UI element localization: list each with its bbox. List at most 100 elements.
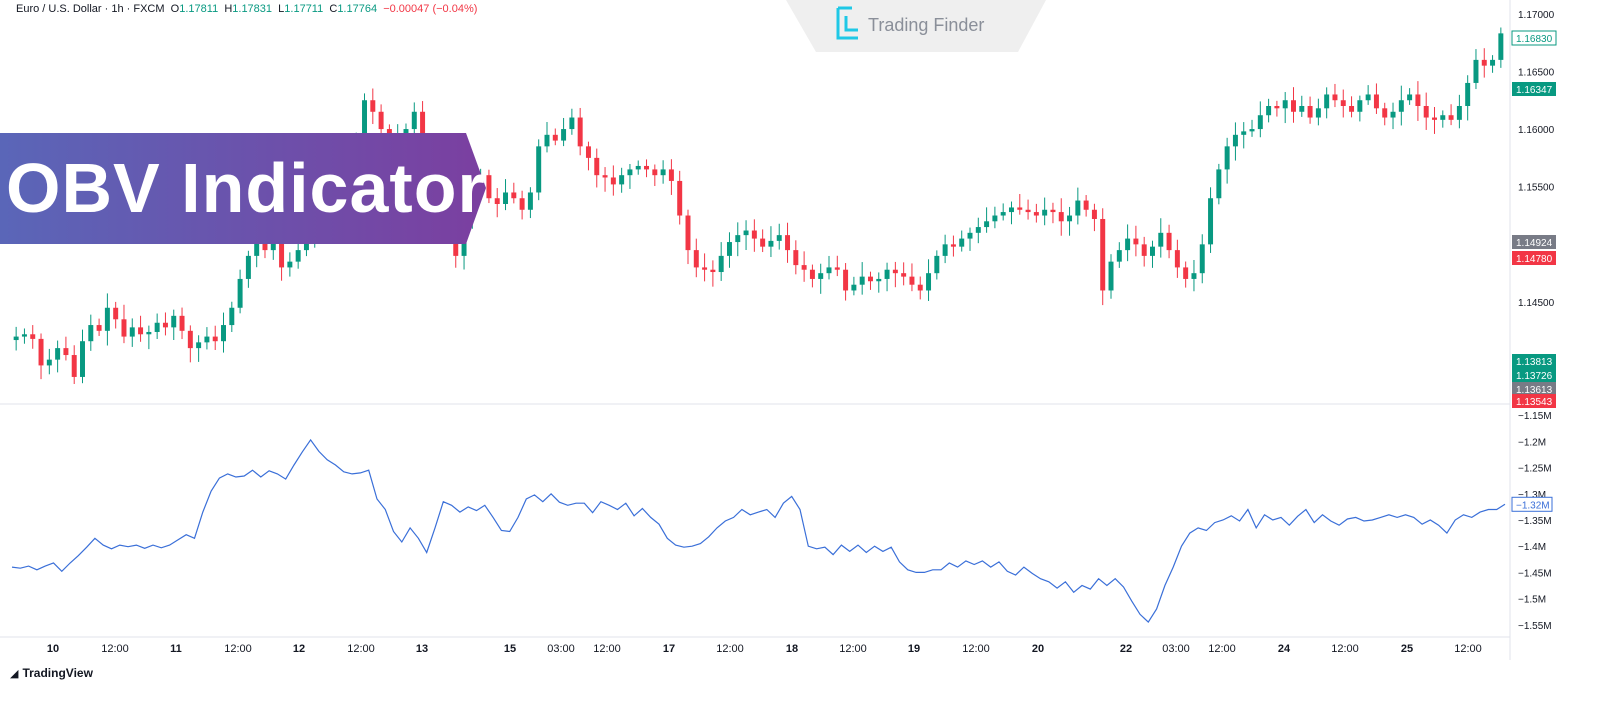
candle-body: [1191, 273, 1197, 279]
candle-body: [295, 250, 301, 262]
tradingview-footer[interactable]: ◢ TradingView: [10, 666, 93, 680]
candle-body: [1108, 261, 1114, 291]
candle-body: [1042, 209, 1048, 216]
candle-body: [1490, 59, 1496, 66]
candle-body: [1274, 106, 1280, 109]
candle-body: [196, 342, 202, 349]
candle-body: [1174, 250, 1180, 268]
candle-body: [1423, 106, 1429, 118]
candle-body: [154, 322, 160, 332]
candle-body: [1025, 209, 1031, 213]
candle-body: [370, 100, 376, 112]
time-tick-label: 12:00: [1331, 643, 1359, 655]
candle-body: [702, 267, 708, 270]
price-label-tag: 1.13543: [1512, 394, 1556, 408]
obv-current-box: [1511, 496, 1553, 512]
candle-body: [1365, 94, 1371, 101]
candle-body: [1008, 207, 1014, 213]
candle-body: [1208, 198, 1214, 245]
candle-body: [1067, 215, 1073, 222]
price-label-box: [1512, 382, 1556, 396]
candle-body: [162, 322, 168, 328]
candle-body: [834, 267, 840, 270]
chart-header: Euro / U.S. Dollar · 1h · FXCM O1.17811 …: [16, 3, 477, 15]
candle-body: [917, 284, 923, 291]
candle-body: [13, 336, 19, 341]
candle-body: [644, 165, 650, 170]
time-tick-label: 12:00: [1454, 643, 1482, 655]
candle-body: [677, 180, 683, 216]
candle-body: [1083, 200, 1089, 210]
obv-tick-label: −1.4M: [1518, 542, 1546, 553]
candle-body: [685, 215, 691, 251]
candle-body: [826, 267, 832, 274]
candle-body: [859, 276, 865, 285]
obv-current-label: −1.32M: [1516, 500, 1550, 511]
candle-body: [743, 230, 749, 236]
candle-body: [602, 175, 608, 178]
obv-tick-label: −1.3M: [1518, 490, 1546, 501]
obv-layer: [11, 438, 1506, 624]
candle-body: [362, 100, 368, 141]
candle-body: [1282, 100, 1288, 109]
candle-body: [1373, 94, 1379, 109]
price-label-box: [1512, 394, 1556, 408]
obv-tick-label: −1.35M: [1518, 516, 1552, 527]
candle-body: [652, 169, 658, 176]
candle-body: [809, 269, 815, 279]
time-tick-label: 12:00: [347, 643, 375, 655]
price-label-box: [1512, 368, 1556, 382]
obv-line: [11, 438, 1506, 624]
candle-body: [270, 238, 276, 251]
candle-body: [975, 227, 981, 233]
candle-body: [1224, 146, 1230, 170]
time-tick-label: 12:00: [1208, 643, 1236, 655]
candle-body: [710, 269, 716, 273]
time-tick-label: 20: [1032, 643, 1044, 655]
candle-body: [967, 232, 973, 239]
price-label-box: [1511, 30, 1557, 46]
price-label-tag: 1.14780: [1512, 251, 1556, 265]
candle-body: [884, 269, 890, 279]
candle-body: [279, 238, 285, 268]
price-label-tag: 1.16830: [1511, 30, 1557, 46]
price-label-tag: 1.16347: [1512, 82, 1556, 96]
candle-body: [660, 169, 666, 176]
time-tick-label: 10: [47, 643, 59, 655]
candle-body: [1033, 212, 1039, 216]
time-tick-label: 22: [1120, 643, 1132, 655]
candle-body: [1166, 232, 1172, 251]
candle-body: [751, 230, 757, 239]
obv-tick-label: −1.25M: [1518, 464, 1552, 475]
trading-finder-logo-icon: [836, 6, 858, 40]
candle-body: [1315, 108, 1321, 118]
time-tick-label: 12:00: [101, 643, 129, 655]
candle-body: [544, 134, 550, 147]
candle-body: [1390, 111, 1396, 118]
obv-tick-label: −1.45M: [1518, 568, 1552, 579]
candle-body: [1149, 246, 1155, 256]
time-tick-label: 03:00: [547, 643, 575, 655]
candle-body: [610, 177, 616, 185]
candle-body: [1100, 218, 1106, 291]
candle-body: [1232, 134, 1238, 147]
tradingview-logo-icon: ◢: [10, 668, 19, 680]
price-label-text: 1.14924: [1516, 238, 1553, 249]
candle-body: [46, 359, 52, 366]
candle-body: [851, 284, 857, 291]
close-label: C: [329, 3, 338, 15]
candle-body: [818, 273, 824, 279]
obv-tick-label: −1.55M: [1518, 621, 1552, 632]
candle-body: [536, 146, 542, 193]
candle-body: [585, 146, 591, 158]
candle-body: [80, 341, 85, 377]
time-tick-label: 13: [416, 643, 428, 655]
candle-body: [21, 334, 27, 337]
candle-body: [867, 276, 873, 282]
obv-tick-label: −1.2M: [1518, 437, 1546, 448]
open-label: O: [170, 3, 180, 15]
candle-body: [1473, 59, 1479, 83]
close-value: 1.17764: [337, 3, 378, 15]
candle-body: [519, 198, 525, 210]
